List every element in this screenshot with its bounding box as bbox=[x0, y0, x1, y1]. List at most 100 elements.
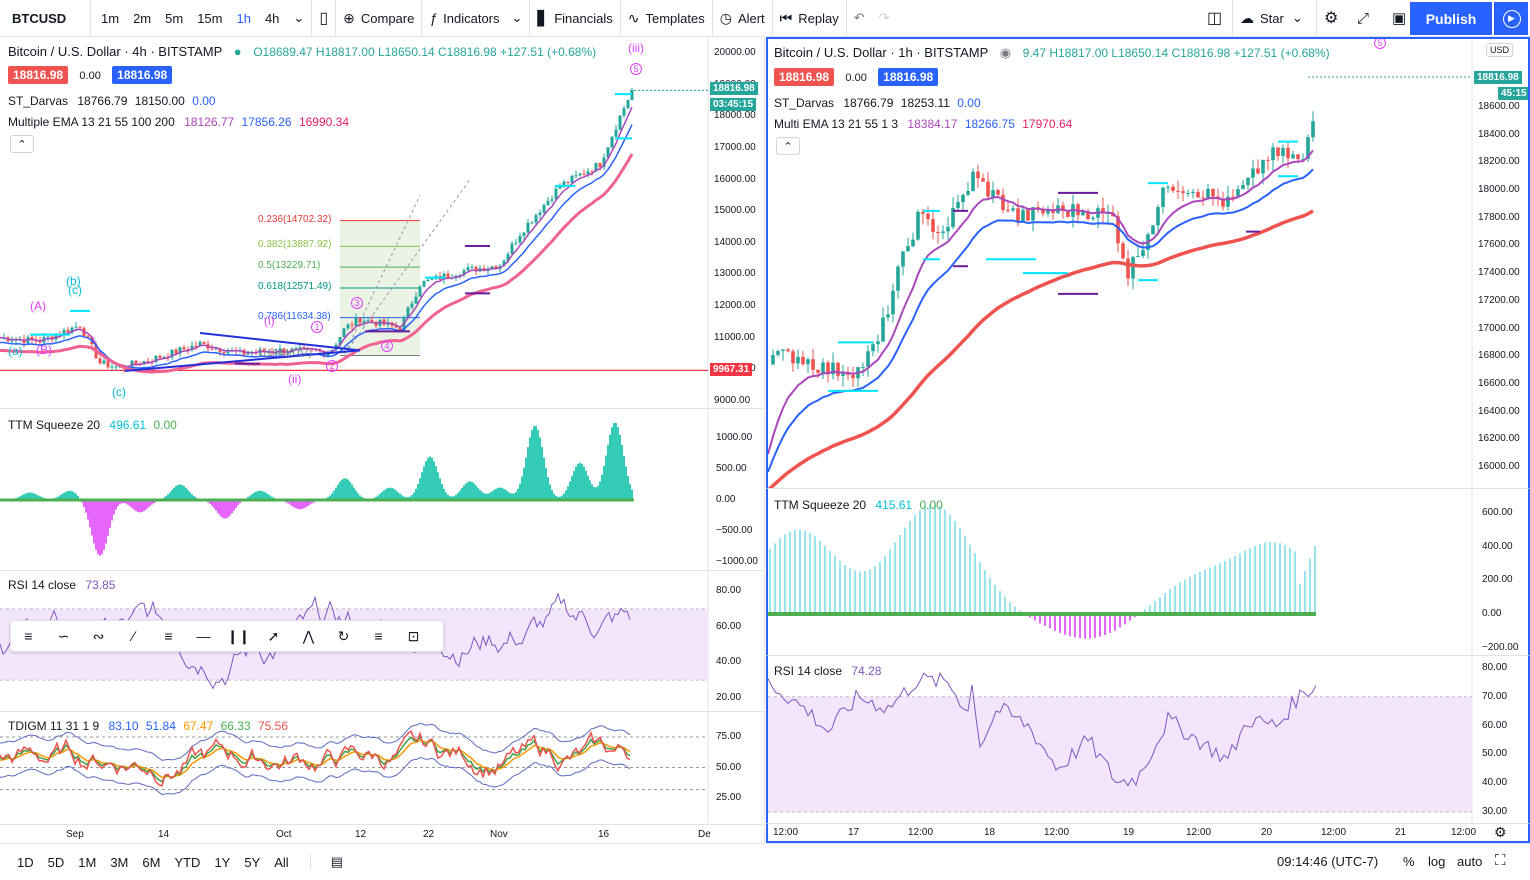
wave-label[interactable]: 1 bbox=[311, 321, 323, 333]
range-5y[interactable]: 5Y bbox=[244, 854, 261, 870]
candle-body bbox=[554, 188, 558, 200]
interval-15m[interactable]: 15m bbox=[197, 10, 223, 26]
goto-date-icon[interactable]: ▤ bbox=[309, 854, 350, 870]
range-1m[interactable]: 1M bbox=[78, 854, 97, 870]
wave-label[interactable]: (ii) bbox=[288, 372, 302, 386]
right-rsi-legend[interactable]: RSI 14 close 74.28 bbox=[774, 664, 882, 678]
left-ttm-pane[interactable]: TTM Squeeze 20 496.61 0.00 1000.00 500.00… bbox=[0, 408, 765, 569]
range-ytd[interactable]: YTD bbox=[174, 854, 201, 870]
financials-button[interactable]: ▋ Financials bbox=[529, 0, 619, 37]
buy-price-badge[interactable]: 18816.98 bbox=[112, 66, 173, 84]
right-price-chart-canvas[interactable] bbox=[768, 39, 1530, 489]
alert-button[interactable]: ◷ Alert bbox=[711, 0, 772, 37]
undo-icon[interactable]: ↶ bbox=[845, 0, 872, 37]
wave-label[interactable]: (c) bbox=[68, 283, 82, 297]
right-ttm-legend[interactable]: TTM Squeeze 20 415.61 0.00 bbox=[774, 498, 943, 512]
trend-line-icon[interactable]: ∕ bbox=[132, 628, 135, 644]
sell-price-badge[interactable]: 18816.98 bbox=[8, 66, 69, 84]
redo-icon[interactable]: ↷ bbox=[878, 10, 890, 25]
range-icon[interactable]: ⊡ bbox=[407, 627, 420, 644]
wave-label[interactable]: 4 bbox=[381, 340, 393, 352]
candle-body bbox=[1021, 209, 1025, 222]
elliott-correction-icon[interactable]: ∾ bbox=[92, 627, 105, 644]
candle-body bbox=[926, 213, 930, 220]
maximize-chart-icon[interactable]: ⛶ bbox=[1495, 852, 1506, 869]
wave-label[interactable]: (A) bbox=[30, 299, 46, 313]
eye-icon[interactable]: ◉ bbox=[999, 45, 1012, 60]
interval-dropdown-icon[interactable]: ⌄ bbox=[293, 10, 305, 25]
left-darvas-legend[interactable]: ST_Darvas 18766.79 18150.00 0.00 bbox=[8, 94, 216, 108]
currency-label[interactable]: USD bbox=[1486, 43, 1514, 57]
left-ema-legend[interactable]: Multiple EMA 13 21 55 100 200 18126.77 1… bbox=[8, 115, 349, 129]
axis-settings-gear-icon[interactable]: ⚙ bbox=[1494, 824, 1507, 840]
horizontal-line-icon[interactable]: — bbox=[196, 628, 211, 644]
interval-2m[interactable]: 2m bbox=[133, 10, 152, 26]
clock-timezone[interactable]: 09:14:46 (UTC-7) bbox=[1277, 854, 1379, 869]
log-scale-toggle[interactable]: log bbox=[1428, 854, 1446, 869]
left-rsi-legend[interactable]: RSI 14 close 73.85 bbox=[8, 578, 116, 592]
range-1y[interactable]: 1Y bbox=[214, 854, 231, 870]
elliott-impulse-icon[interactable]: ∽ bbox=[57, 627, 70, 644]
compare-button[interactable]: ⊕ Compare bbox=[335, 0, 421, 37]
left-time-axis[interactable]: Sep 14 Oct 12 22 Nov 16 De bbox=[0, 824, 765, 843]
interval-1m[interactable]: 1m bbox=[90, 0, 126, 37]
right-price-pane[interactable]: Bitcoin / U.S. Dollar · 1h · BITSTAMP ◉ … bbox=[766, 37, 1530, 489]
left-ttm-legend[interactable]: TTM Squeeze 20 496.61 0.00 bbox=[8, 418, 177, 432]
publish-dropdown-icon[interactable]: ▶ bbox=[1494, 2, 1528, 35]
right-ttm-pane[interactable]: TTM Squeeze 20 415.61 0.00 600.00 400.00 2… bbox=[766, 489, 1530, 656]
bars-pattern-icon[interactable]: ❙❙ bbox=[226, 627, 251, 644]
range-1d[interactable]: 1D bbox=[17, 854, 34, 870]
candle-style-icon[interactable]: ▯ bbox=[311, 0, 335, 37]
right-collapse-legend-button[interactable]: ⌃ bbox=[776, 137, 800, 155]
settings-gear-icon[interactable]: ⚙ bbox=[1316, 0, 1345, 37]
star-button[interactable]: ☁ Star ⌄ bbox=[1232, 0, 1310, 37]
right-ema-legend[interactable]: Multi EMA 13 21 55 1 3 18384.17 18266.75… bbox=[774, 117, 1073, 131]
right-sell-price-badge[interactable]: 18816.98 bbox=[774, 68, 835, 86]
right-wave-label[interactable]: 5 bbox=[1374, 39, 1386, 49]
range-6m[interactable]: 6M bbox=[142, 854, 161, 870]
fib-tool-icon[interactable]: ≡ bbox=[164, 628, 173, 644]
cycle-icon[interactable]: ↻ bbox=[337, 627, 350, 644]
layout-icon[interactable]: ◫ bbox=[1207, 10, 1223, 27]
wave-label[interactable]: (a) bbox=[8, 344, 23, 358]
interval-5m[interactable]: 5m bbox=[165, 10, 184, 26]
wave-label[interactable]: 5 bbox=[630, 63, 642, 75]
drawing-toolbar[interactable]: ≡ ∽ ∾ ∕ ≡ — ❙❙ ➚ ⋀ ↻ ≡ ⊡ bbox=[10, 620, 444, 652]
fullscreen-icon[interactable]: ⤢ bbox=[1357, 9, 1370, 27]
indicators-button[interactable]: ƒ Indicators ⌄ bbox=[421, 0, 529, 37]
left-price-chart-canvas[interactable] bbox=[0, 37, 765, 407]
auto-scale-toggle[interactable]: auto bbox=[1457, 854, 1483, 869]
left-price-pane[interactable]: Bitcoin / U.S. Dollar · 4h · BITSTAMP ● … bbox=[0, 37, 765, 407]
templates-button[interactable]: ∿ Templates bbox=[619, 0, 712, 37]
wave-label[interactable]: (c) bbox=[112, 385, 126, 399]
candle-body bbox=[1186, 192, 1190, 194]
range-3m[interactable]: 3M bbox=[110, 854, 129, 870]
percent-scale-toggle[interactable]: % bbox=[1403, 854, 1415, 869]
candle-body bbox=[102, 360, 106, 364]
parallel-channel-icon[interactable]: ≡ bbox=[374, 628, 383, 644]
wave-label[interactable]: (i) bbox=[264, 314, 275, 328]
interval-1h[interactable]: 1h bbox=[236, 10, 251, 26]
right-darvas-legend[interactable]: ST_Darvas 18766.79 18253.11 0.00 bbox=[774, 96, 981, 110]
right-rsi-pane[interactable]: RSI 14 close 74.28 80.00 70.00 60.00 50.00 4… bbox=[766, 656, 1530, 823]
range-5d[interactable]: 5D bbox=[47, 854, 65, 870]
camera-icon[interactable]: ▣ bbox=[1392, 10, 1407, 27]
range-all[interactable]: All bbox=[274, 854, 289, 870]
right-time-axis[interactable]: 12:00 17 12:00 18 12:00 19 12:00 20 12:00 21 12:00… bbox=[766, 823, 1530, 843]
wave-label[interactable]: 3 bbox=[351, 297, 363, 309]
collapse-legend-button[interactable]: ⌃ bbox=[10, 135, 34, 153]
wave-label[interactable]: (B) bbox=[36, 343, 52, 357]
symbol-search[interactable]: BTCUSD bbox=[12, 10, 67, 26]
wave-label[interactable]: 2 bbox=[326, 360, 338, 372]
wave-label[interactable]: (iii) bbox=[628, 41, 644, 55]
ray-icon[interactable]: ➚ bbox=[267, 627, 280, 644]
replay-button[interactable]: ⏮ Replay bbox=[771, 0, 846, 37]
xabcd-pattern-icon[interactable]: ⋀ bbox=[302, 627, 315, 644]
publish-button[interactable]: Publish bbox=[1410, 2, 1492, 35]
drag-handle-icon[interactable]: ≡ bbox=[24, 628, 33, 644]
right-buy-price-badge[interactable]: 18816.98 bbox=[878, 68, 939, 86]
wave-label[interactable]: (b) bbox=[66, 274, 81, 288]
left-tdi-pane[interactable]: TDIGM 11 31 1 9 83.10 51.84 67.47 66.33 … bbox=[0, 711, 765, 823]
interval-4h[interactable]: 4h bbox=[264, 10, 280, 26]
left-tdi-legend[interactable]: TDIGM 11 31 1 9 83.10 51.84 67.47 66.33 … bbox=[8, 719, 289, 733]
